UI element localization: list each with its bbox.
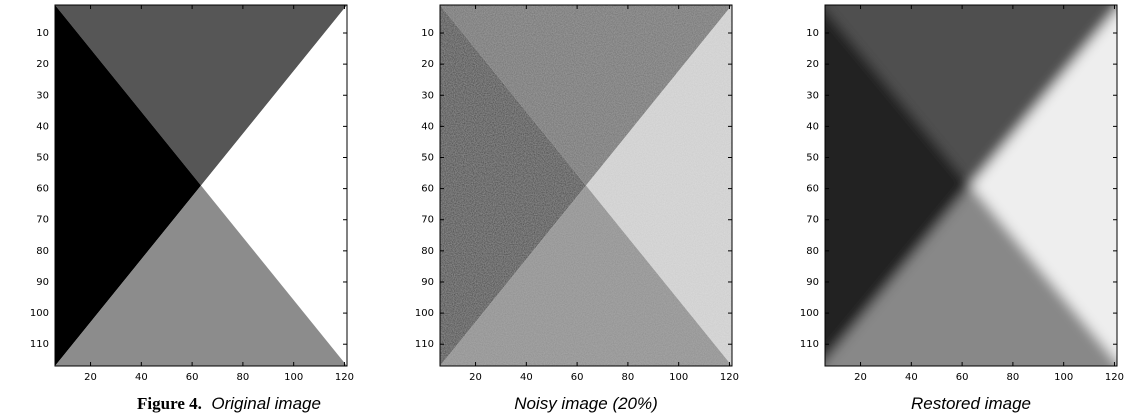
- x-tick-label: 80: [622, 372, 635, 383]
- image-content: [805, 0, 1137, 386]
- caption: Noisy image (20%): [514, 394, 658, 413]
- x-tick-label: 60: [186, 372, 199, 383]
- x-tick-label: 100: [669, 372, 688, 383]
- x-tick-label: 20: [469, 372, 482, 383]
- caption-text: Original image: [211, 394, 321, 413]
- x-tick-label: 20: [84, 372, 97, 383]
- x-tick-label: 40: [520, 372, 533, 383]
- caption-text: Restored image: [911, 394, 1031, 413]
- y-tick-label: 70: [36, 215, 49, 226]
- image-content: [55, 5, 347, 366]
- x-tick-label: 60: [571, 372, 584, 383]
- figure-label: Figure 4.: [137, 394, 202, 413]
- image-content: [440, 5, 732, 366]
- image: [440, 5, 732, 366]
- y-tick-label: 20: [806, 59, 819, 70]
- y-tick-label: 50: [421, 152, 434, 163]
- y-tick-label: 80: [36, 246, 49, 257]
- y-tick-label: 60: [36, 184, 49, 195]
- x-tick-label: 120: [335, 372, 354, 383]
- y-tick-label: 90: [421, 277, 434, 288]
- x-tick-label: 80: [237, 372, 250, 383]
- y-tick-label: 30: [421, 90, 434, 101]
- y-tick-label: 100: [800, 308, 819, 319]
- x-tick-label: 60: [956, 372, 969, 383]
- y-tick-label: 30: [36, 90, 49, 101]
- y-tick-label: 70: [806, 215, 819, 226]
- y-tick-label: 60: [806, 184, 819, 195]
- panel: 10 20 30 40 50 60 70 80 90 100 110 20 40 60 80 100 120 No…: [415, 5, 739, 413]
- y-tick-label: 10: [36, 28, 49, 39]
- panel: 10 20 30 40 50 60 70 80 90 100 110 20 40 60 80 100 120 Fi…: [30, 5, 354, 413]
- y-tick-label: 80: [421, 246, 434, 257]
- y-tick-label: 40: [806, 121, 819, 132]
- y-tick-label: 110: [800, 339, 819, 350]
- x-tick-label: 100: [1054, 372, 1073, 383]
- y-tick-label: 60: [421, 184, 434, 195]
- space: [202, 394, 211, 413]
- panel: 10 20 30 40 50 60 70 80 90 100 110 20 40 60 80 100 120 Re…: [800, 0, 1137, 413]
- y-tick-label: 20: [421, 59, 434, 70]
- y-tick-label: 90: [806, 277, 819, 288]
- y-tick-label: 10: [421, 28, 434, 39]
- y-tick-label: 30: [806, 90, 819, 101]
- x-tick-label: 100: [284, 372, 303, 383]
- x-tick-label: 40: [135, 372, 148, 383]
- y-tick-label: 100: [415, 308, 434, 319]
- x-tick-label: 40: [905, 372, 918, 383]
- figure: 10 20 30 40 50 60 70 80 90 100 110 20 40 60 80 100 120 Fi…: [0, 0, 1138, 419]
- y-tick-label: 50: [806, 152, 819, 163]
- caption: Figure 4. Original image: [137, 394, 321, 414]
- y-tick-label: 100: [30, 308, 49, 319]
- y-tick-label: 110: [415, 339, 434, 350]
- image: [55, 5, 347, 366]
- y-tick-label: 50: [36, 152, 49, 163]
- y-tick-label: 80: [806, 246, 819, 257]
- y-tick-label: 40: [36, 121, 49, 132]
- x-tick-label: 120: [1105, 372, 1124, 383]
- y-tick-label: 70: [421, 215, 434, 226]
- y-tick-label: 20: [36, 59, 49, 70]
- x-tick-label: 80: [1007, 372, 1020, 383]
- caption: Restored image: [911, 394, 1031, 413]
- y-tick-label: 10: [806, 28, 819, 39]
- y-tick-label: 90: [36, 277, 49, 288]
- caption-text: Noisy image (20%): [514, 394, 658, 413]
- y-tick-label: 40: [421, 121, 434, 132]
- image: [805, 0, 1137, 386]
- y-tick-label: 110: [30, 339, 49, 350]
- x-tick-label: 20: [854, 372, 867, 383]
- x-tick-label: 120: [720, 372, 739, 383]
